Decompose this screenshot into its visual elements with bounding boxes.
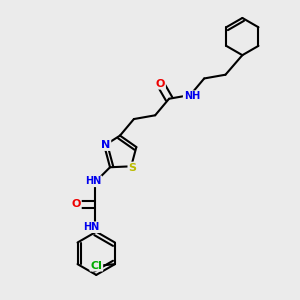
Text: S: S bbox=[128, 163, 136, 172]
Text: Cl: Cl bbox=[90, 261, 102, 271]
Text: N: N bbox=[101, 140, 110, 150]
Text: O: O bbox=[71, 199, 81, 209]
Text: O: O bbox=[156, 79, 165, 89]
Text: HN: HN bbox=[85, 176, 101, 186]
Text: HN: HN bbox=[84, 222, 100, 232]
Text: NH: NH bbox=[184, 91, 200, 101]
